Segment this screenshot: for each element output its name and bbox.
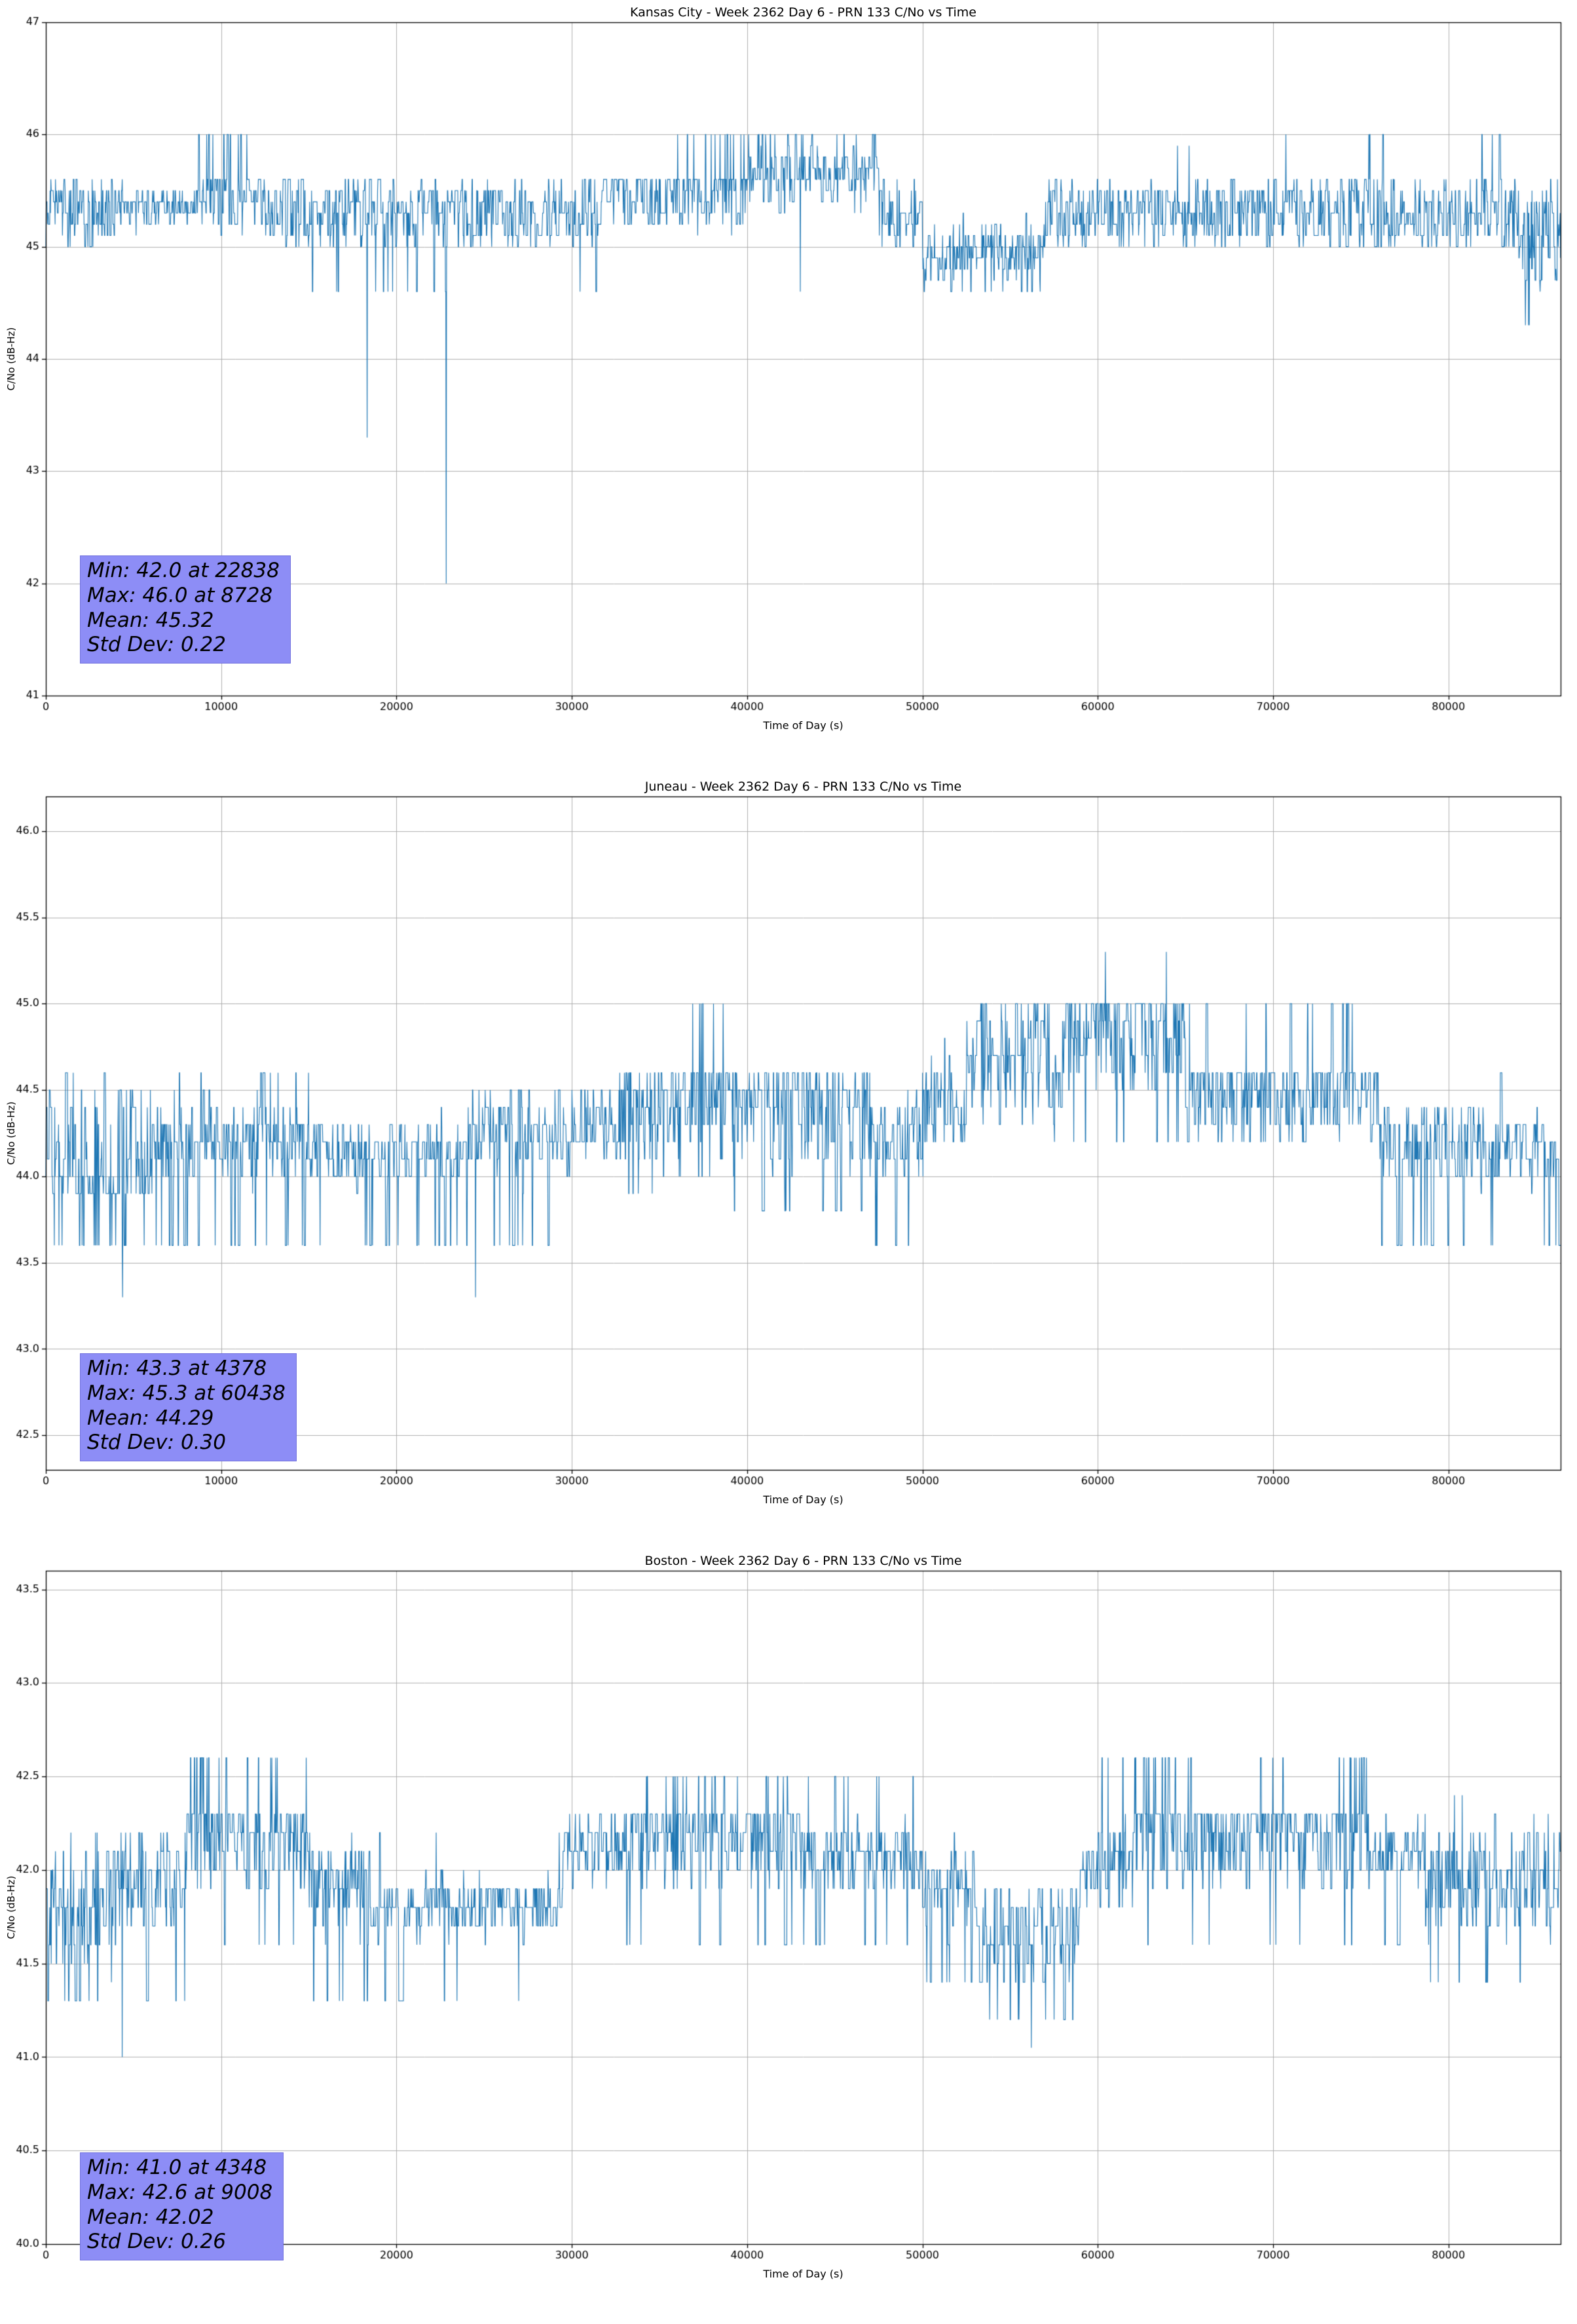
- stat-mean: Mean: 44.29: [87, 1406, 214, 1430]
- stats-box: Min: 41.0 at 4348 Max: 42.6 at 9008 Mean…: [80, 2152, 284, 2261]
- x-axis-label: Time of Day (s): [763, 719, 844, 732]
- figure-juneau: Juneau - Week 2362 Day 6 - PRN 133 C/No …: [0, 774, 1577, 1548]
- stat-mean: Mean: 42.02: [87, 2205, 214, 2229]
- stat-mean: Mean: 45.32: [87, 608, 214, 632]
- stat-min: Min: 41.0 at 4348: [87, 2156, 267, 2179]
- chart-title: Kansas City - Week 2362 Day 6 - PRN 133 …: [630, 5, 976, 20]
- chart-title: Juneau - Week 2362 Day 6 - PRN 133 C/No …: [644, 779, 962, 794]
- x-axis-label: Time of Day (s): [763, 1493, 844, 1506]
- stat-stddev: Std Dev: 0.30: [87, 1431, 226, 1455]
- stats-box: Min: 42.0 at 22838 Max: 46.0 at 8728 Mea…: [80, 555, 291, 664]
- stats-box: Min: 43.3 at 4378 Max: 45.3 at 60438 Mea…: [80, 1353, 297, 1462]
- stat-stddev: Std Dev: 0.22: [87, 633, 226, 657]
- y-axis-label: C/No (dB-Hz): [5, 1101, 17, 1165]
- y-axis-label: C/No (dB-Hz): [5, 1875, 17, 1940]
- stat-stddev: Std Dev: 0.26: [87, 2230, 226, 2254]
- x-axis-label: Time of Day (s): [763, 2268, 844, 2280]
- stat-max: Max: 46.0 at 8728: [87, 583, 273, 607]
- y-axis-label: C/No (dB-Hz): [5, 327, 17, 391]
- figure-kansas-city: Kansas City - Week 2362 Day 6 - PRN 133 …: [0, 0, 1577, 774]
- stat-min: Min: 43.3 at 4378: [87, 1357, 267, 1380]
- stat-min: Min: 42.0 at 22838: [87, 559, 280, 582]
- stat-max: Max: 45.3 at 60438: [87, 1381, 286, 1405]
- stat-max: Max: 42.6 at 9008: [87, 2180, 273, 2204]
- figure-boston: Boston - Week 2362 Day 6 - PRN 133 C/No …: [0, 1548, 1577, 2323]
- chart-title: Boston - Week 2362 Day 6 - PRN 133 C/No …: [644, 1554, 962, 1568]
